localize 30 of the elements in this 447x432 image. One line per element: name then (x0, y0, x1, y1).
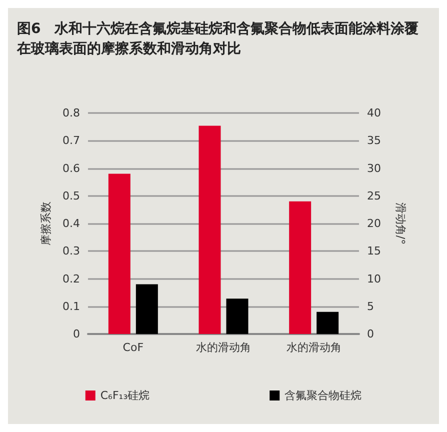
legend-label: C₆F₁₃硅烷 (100, 389, 150, 402)
y2-tick-label: 25 (367, 189, 381, 202)
y-tick-label: 0.5 (62, 189, 80, 202)
y-tick-label: 0.3 (62, 244, 80, 258)
chart-title: 图6 水和十六烷在含氟烷基硅烷和含氟聚合物低表面能涂料涂覆在玻璃表面的摩擦系数和滑动角对比 (16, 20, 419, 57)
y-tick-label: 0.1 (62, 300, 80, 313)
y2-tick-label: 35 (367, 134, 381, 148)
y-tick-label: 0.2 (62, 272, 80, 286)
y-tick-label: 0.8 (62, 106, 80, 120)
y2-tick-label: 15 (367, 244, 381, 258)
y-tick-label: 0 (73, 328, 80, 340)
y2-tick-label: 20 (367, 217, 381, 230)
y2-tick-label: 30 (367, 162, 381, 175)
bar (198, 126, 221, 334)
y2-axis-title: 滑动角/° (394, 202, 407, 245)
y-tick-label: 0.6 (62, 162, 80, 175)
y2-tick-label: 40 (367, 106, 381, 120)
bar (316, 312, 339, 334)
y-tick-label: 0.4 (62, 217, 80, 230)
y-axis-title: 摩擦系数 (40, 202, 53, 246)
x-tick-label: CoF (122, 341, 144, 354)
y2-tick-label: 0 (367, 328, 374, 340)
x-tick-label: 水的滑动角 (286, 341, 342, 354)
bar (289, 201, 312, 334)
legend-label: 含氟聚合物硅烷 (284, 389, 362, 402)
y-tick-label: 0.7 (62, 134, 80, 148)
y2-tick-label: 5 (367, 300, 374, 313)
x-tick-label: 水的滑动角 (196, 341, 251, 354)
bar (226, 298, 248, 334)
y2-tick-label: 10 (367, 272, 381, 286)
